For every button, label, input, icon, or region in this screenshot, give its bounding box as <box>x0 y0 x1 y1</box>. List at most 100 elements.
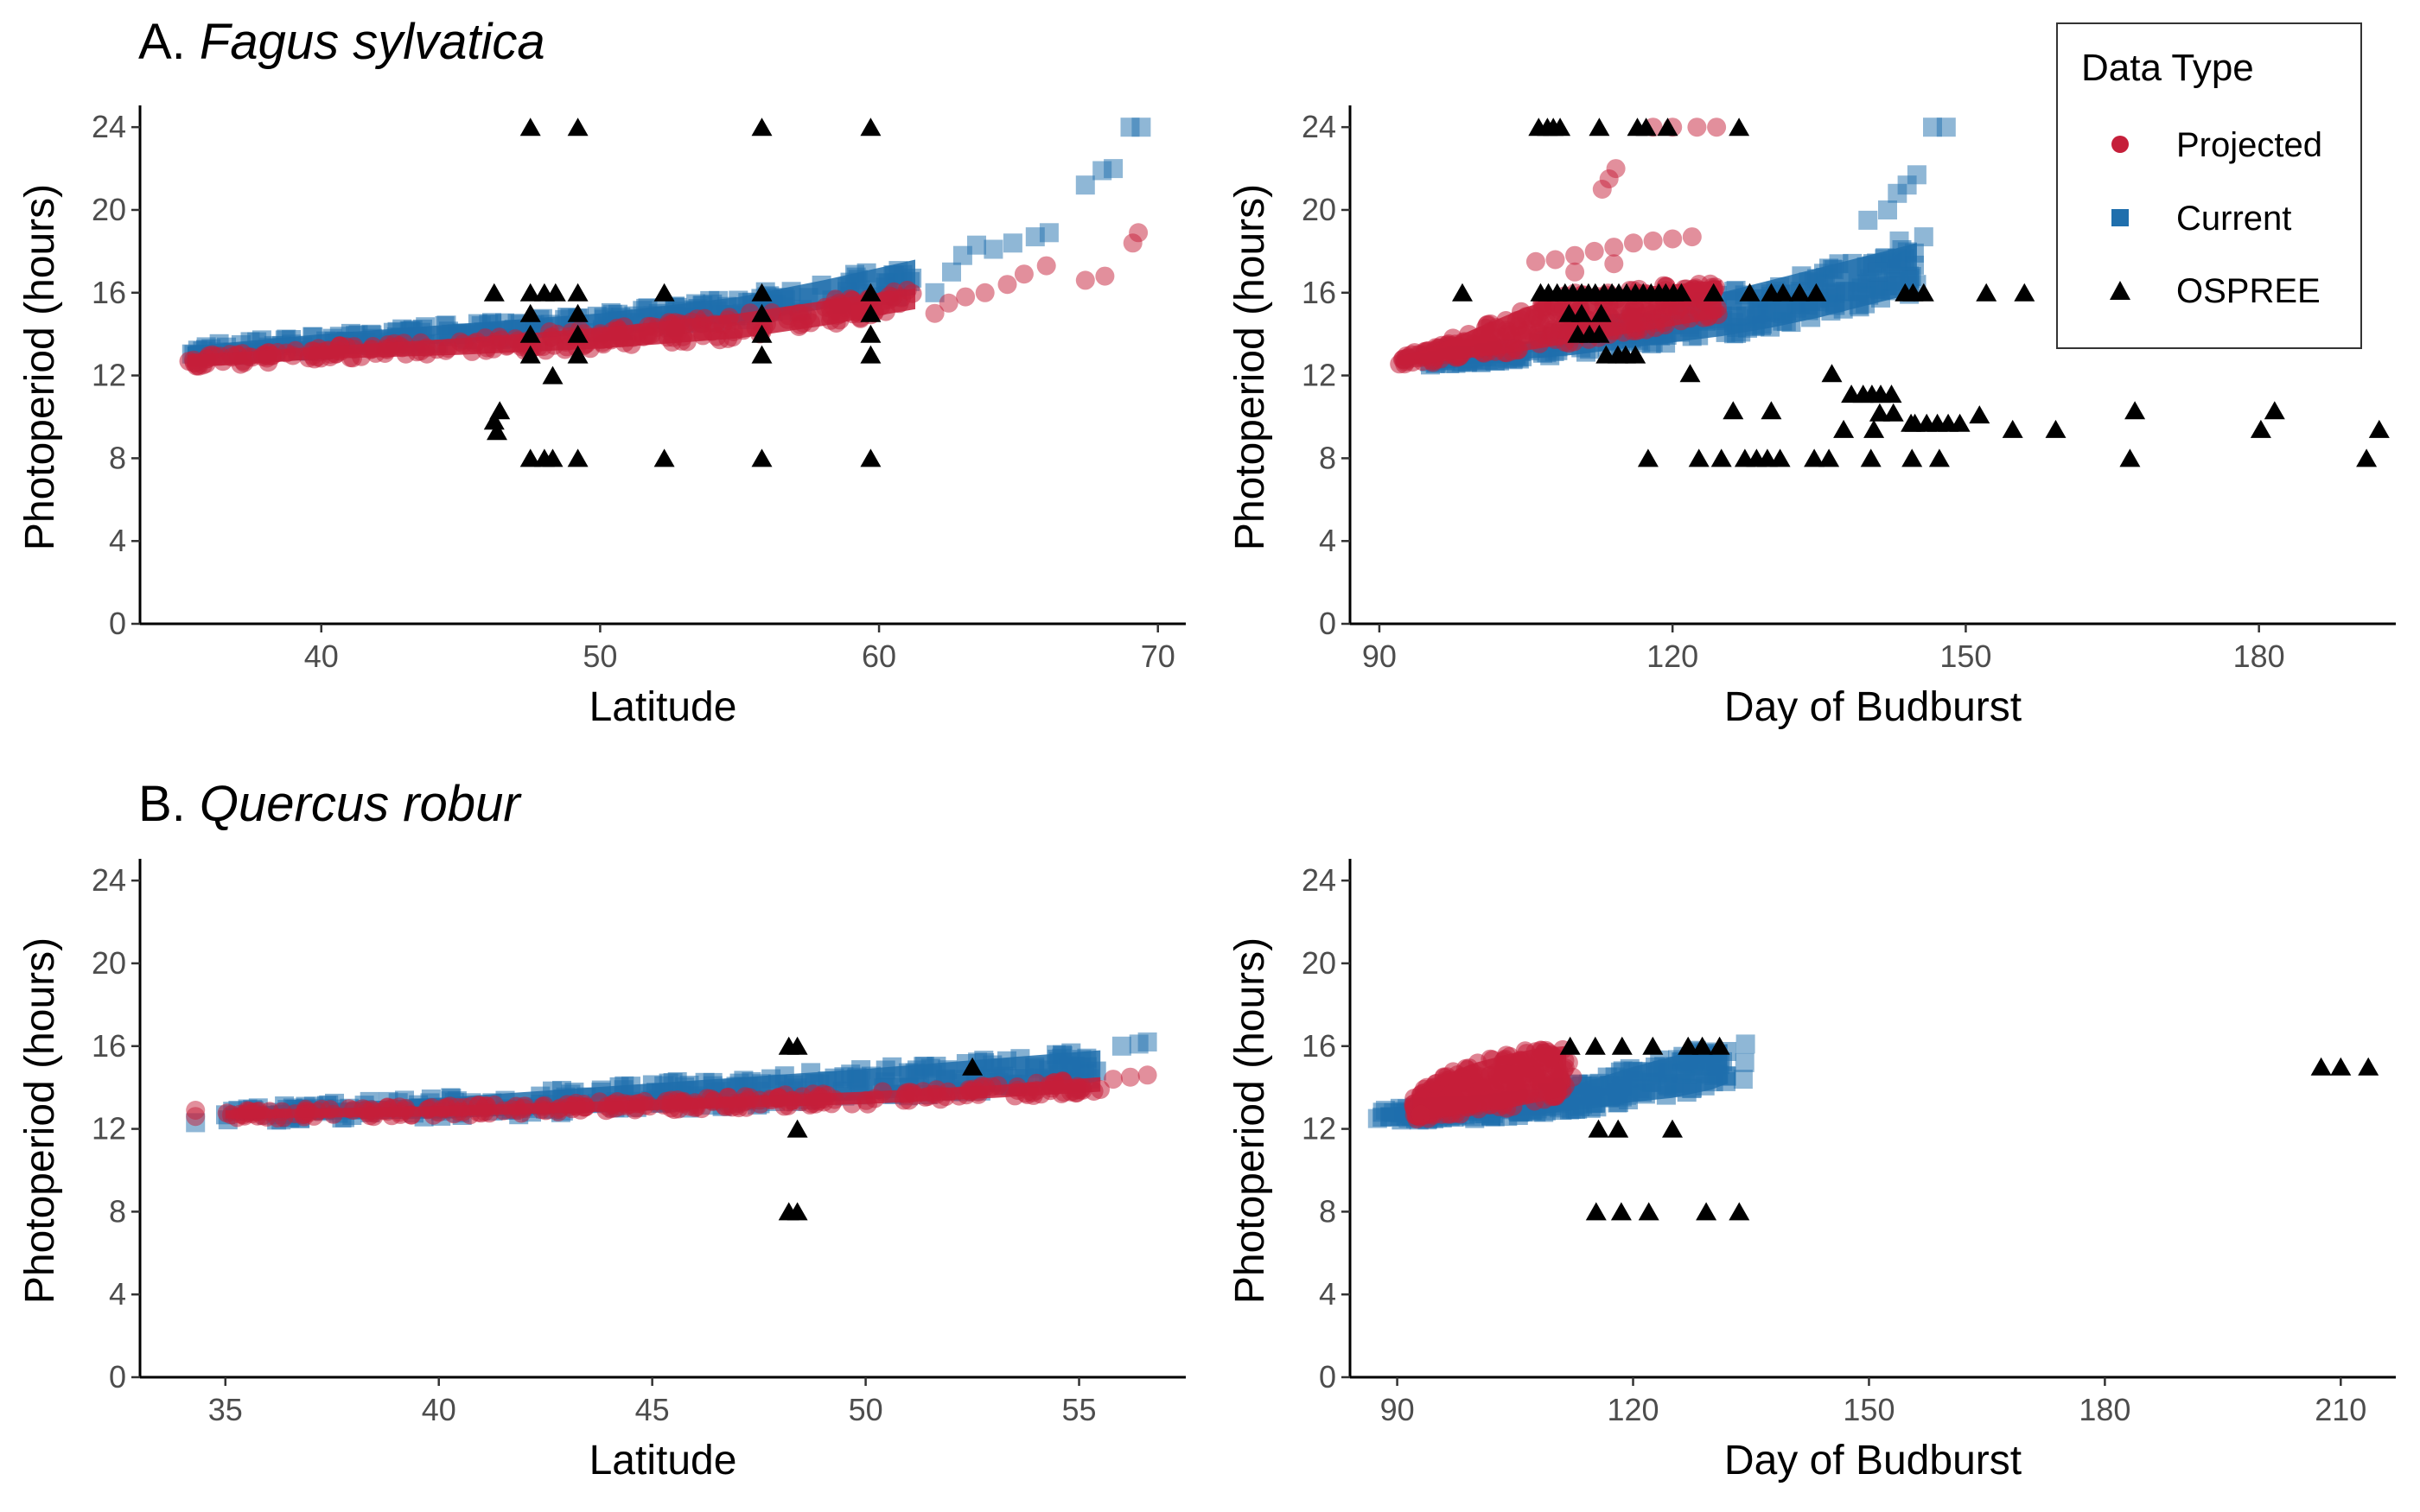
y-tick-label: 24 <box>92 109 126 144</box>
ospree-point <box>1688 448 1710 467</box>
projected-point <box>1137 1065 1157 1085</box>
y-axis-label: Photoperiod (hours) <box>1227 184 1273 550</box>
ospree-point <box>1901 413 1922 432</box>
current-point <box>1039 223 1059 243</box>
ospree-point <box>544 283 566 302</box>
current-point <box>967 235 986 255</box>
projected-point <box>1525 251 1545 271</box>
ospree-point <box>1589 118 1610 137</box>
current-point <box>1375 1101 1395 1120</box>
x-tick-label: 210 <box>2315 1392 2366 1427</box>
projected-point <box>1104 1070 1123 1090</box>
y-tick-label: 8 <box>109 1193 126 1229</box>
series-ospree-fagus-latitude <box>483 118 882 467</box>
axes-fagus-latitude: 0 4 8 12 16 20 24 40 50 60 70 Latitude Photoperiod (… <box>17 105 1186 730</box>
legend-current-marker <box>2111 209 2129 226</box>
projected-point <box>1036 256 1056 276</box>
current-point <box>1733 1070 1753 1090</box>
ospree-point <box>1642 1036 1664 1055</box>
ospree-point <box>487 422 507 441</box>
projected-point <box>1095 266 1115 286</box>
ospree-point <box>1739 283 1761 302</box>
ospree-point <box>2014 283 2035 302</box>
panel-title-b: B. Quercus robur <box>138 776 522 832</box>
y-tick-label: 16 <box>1302 1028 1336 1064</box>
current-point <box>925 283 945 302</box>
ospree-point <box>751 448 773 467</box>
ospree-point <box>2002 419 2023 438</box>
projected-point <box>939 293 958 313</box>
ospree-point <box>860 303 882 322</box>
y-tick-label: 0 <box>1319 606 1336 641</box>
y-tick-label: 20 <box>1302 192 1336 227</box>
ospree-point <box>860 118 882 137</box>
y-tick-label: 16 <box>92 1028 126 1064</box>
x-axis-label: Latitude <box>589 684 737 730</box>
ospree-point <box>483 283 505 302</box>
projected-point <box>1606 159 1626 179</box>
ospree-point <box>1559 1036 1581 1055</box>
legend-projected-label: Projected <box>2176 126 2322 164</box>
projected-point <box>1687 118 1707 137</box>
projected-point <box>1558 1052 1578 1072</box>
ospree-point <box>751 324 773 343</box>
series-ospree-fagus-budburst <box>1452 118 2390 467</box>
ospree-point <box>1610 1202 1632 1221</box>
ospree-point <box>786 1036 808 1055</box>
current-density-cloud <box>187 259 915 359</box>
ospree-point <box>751 303 773 322</box>
ospree-point <box>2330 1057 2352 1076</box>
x-tick-label: 50 <box>849 1392 883 1427</box>
ospree-point <box>1709 1036 1730 1055</box>
ospree-point <box>2368 419 2390 438</box>
projected-point <box>1545 250 1565 270</box>
x-tick-label: 90 <box>1362 638 1397 674</box>
ospree-point <box>1671 283 1692 302</box>
x-tick-label: 180 <box>2233 638 2285 674</box>
ospree-point <box>567 448 589 467</box>
current-point <box>1137 1032 1157 1051</box>
y-tick-label: 16 <box>92 275 126 310</box>
projected-point <box>1623 233 1643 253</box>
ospree-point <box>1703 283 1724 302</box>
series-projected-quercus-budburst <box>1404 1039 1583 1129</box>
projected-point <box>1604 254 1624 274</box>
ospree-point <box>1805 283 1827 302</box>
ospree-point <box>2356 448 2378 467</box>
series-projected-quercus-latitude <box>186 1065 1157 1128</box>
ospree-point <box>1928 448 1950 467</box>
ospree-point <box>1590 303 1612 322</box>
projected-point <box>1663 229 1683 249</box>
current-point <box>1899 270 1919 290</box>
current-point <box>1003 233 1022 253</box>
ospree-point <box>1723 401 1744 420</box>
projected-point <box>975 283 995 302</box>
plot-quercus-budburst <box>1367 1034 2379 1221</box>
legend-box <box>2056 22 2362 349</box>
y-tick-label: 24 <box>92 862 126 898</box>
legend-title: Data Type <box>2081 47 2254 89</box>
legend: Data Type Projected Current OSPREE <box>2056 22 2362 349</box>
current-point <box>1104 159 1124 179</box>
ospree-point <box>1584 1036 1606 1055</box>
ospree-point <box>519 283 541 302</box>
ospree-point <box>1452 283 1473 302</box>
current-point <box>1735 1034 1755 1054</box>
ospree-point <box>751 283 773 302</box>
current-point <box>1914 227 1933 247</box>
projected-point <box>1014 264 1034 284</box>
ospree-point <box>1949 413 1971 432</box>
x-tick-label: 180 <box>2079 1392 2130 1427</box>
ospree-point <box>860 345 882 364</box>
ospree-point <box>567 345 589 364</box>
projected-point <box>1584 241 1604 261</box>
projected-point <box>1411 1104 1430 1124</box>
ospree-point <box>567 324 589 343</box>
current-point <box>1111 1036 1131 1056</box>
y-tick-label: 0 <box>109 1359 126 1394</box>
ospree-point <box>962 1057 984 1076</box>
ospree-point <box>1804 448 1825 467</box>
projected-point <box>1563 1067 1583 1087</box>
ospree-point <box>786 1119 808 1138</box>
ospree-point <box>653 448 675 467</box>
